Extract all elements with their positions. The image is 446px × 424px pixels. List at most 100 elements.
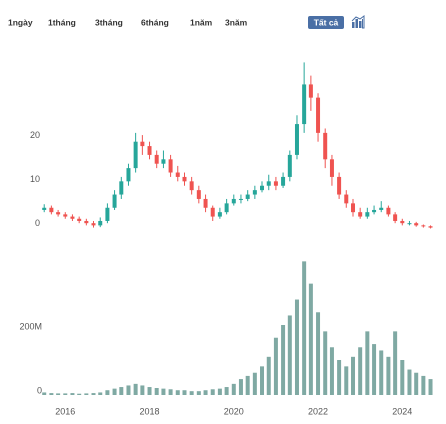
volume-bar — [126, 385, 131, 395]
candle-body — [119, 181, 124, 195]
x-tick-label: 2020 — [224, 406, 244, 416]
volume-bar — [308, 283, 313, 395]
volume-bar — [400, 360, 405, 395]
volume-bar — [329, 347, 334, 395]
candle-body — [294, 124, 299, 155]
volume-bar — [231, 383, 236, 395]
volume-bar — [119, 387, 124, 395]
volume-bar — [414, 372, 419, 395]
candle-body — [168, 159, 173, 173]
candle-body — [140, 141, 145, 147]
range-button[interactable]: 6tháng — [141, 17, 169, 27]
volume-bar — [245, 375, 250, 395]
range-button[interactable]: 3tháng — [95, 17, 123, 27]
volume-bar — [182, 390, 187, 395]
chart-icon[interactable] — [351, 15, 365, 29]
candle-body — [428, 226, 433, 228]
volume-bar — [63, 393, 68, 395]
volume-bar — [393, 331, 398, 395]
candle-body — [365, 212, 370, 217]
volume-bar — [337, 360, 342, 395]
range-button[interactable]: 1ngày — [8, 17, 33, 27]
volume-bar — [154, 388, 159, 395]
volume-bar — [140, 385, 145, 395]
toolbar: 1ngày 1tháng 3tháng 6tháng 1năm 3năm Tất cả — [8, 16, 344, 29]
volume-bar — [203, 390, 208, 395]
volume-bar — [175, 390, 180, 395]
volume-bar — [91, 393, 96, 395]
candle-body — [238, 198, 243, 200]
candle-body — [231, 198, 236, 204]
volume-bar — [77, 393, 82, 395]
candle-body — [372, 209, 377, 213]
candle-body — [210, 207, 215, 217]
candle-body — [161, 159, 166, 164]
candle-body — [281, 176, 286, 186]
candle-body — [203, 198, 208, 208]
candle-body — [217, 212, 222, 217]
volume-bar — [210, 389, 215, 395]
candle-body — [351, 203, 356, 213]
volume-bar — [161, 388, 166, 395]
volume-bar — [133, 383, 138, 395]
volume-bar — [224, 387, 229, 395]
candle-body — [266, 181, 271, 186]
volume-bar — [105, 390, 110, 395]
candle-body — [400, 220, 405, 224]
volume-bar — [287, 315, 292, 395]
volume-bar — [281, 325, 286, 395]
candle-body — [337, 176, 342, 195]
button-bg — [308, 16, 344, 29]
candle-body — [175, 172, 180, 177]
candle-body — [189, 181, 194, 191]
volume-bar — [344, 366, 349, 395]
candle-body — [91, 223, 96, 226]
candle-body — [414, 223, 419, 226]
volume-bar — [316, 312, 321, 395]
range-button[interactable]: Tất cả — [314, 17, 339, 27]
y-tick-label: 0 — [35, 218, 40, 228]
volume-bar — [189, 391, 194, 395]
x-tick-label: 2022 — [308, 406, 328, 416]
candle-body — [77, 218, 82, 221]
candle-body — [49, 207, 54, 213]
volume-bar — [323, 331, 328, 395]
candle-body — [302, 84, 307, 125]
range-button[interactable]: 1tháng — [48, 17, 76, 27]
candle-body — [260, 185, 265, 191]
volume-bar — [273, 337, 278, 395]
candle-body — [393, 214, 398, 221]
candle-body — [308, 84, 313, 98]
volume-tick-label: 200M — [19, 322, 42, 332]
candle-body — [63, 214, 68, 217]
volume-bar — [238, 379, 243, 395]
volume-bar — [56, 393, 61, 395]
candle-body — [245, 194, 250, 199]
range-button[interactable]: 3năm — [225, 17, 248, 27]
volume-bar — [386, 356, 391, 395]
y-tick-label: 10 — [30, 174, 40, 184]
candle-body — [84, 220, 89, 224]
volume-bar — [112, 388, 117, 395]
candle-body — [196, 190, 201, 199]
candle-body — [316, 97, 321, 133]
x-tick-label: 2018 — [140, 406, 160, 416]
volume-bar — [42, 392, 47, 395]
volume-bar — [365, 331, 370, 395]
volume-bar — [372, 344, 377, 395]
candle-body — [154, 154, 159, 164]
candle-body — [98, 220, 103, 226]
range-button[interactable]: 1năm — [190, 17, 213, 27]
volume-bar — [196, 391, 201, 395]
volume-bar — [358, 347, 363, 395]
candle-body — [252, 190, 257, 195]
candle-body — [386, 207, 391, 215]
volume-bar — [379, 350, 384, 395]
volume-bar — [217, 388, 222, 395]
volume-bar — [49, 393, 54, 395]
x-tick-label: 2024 — [392, 406, 412, 416]
volume-bar — [147, 387, 152, 395]
candle-body — [56, 212, 61, 215]
candle-body — [224, 203, 229, 213]
